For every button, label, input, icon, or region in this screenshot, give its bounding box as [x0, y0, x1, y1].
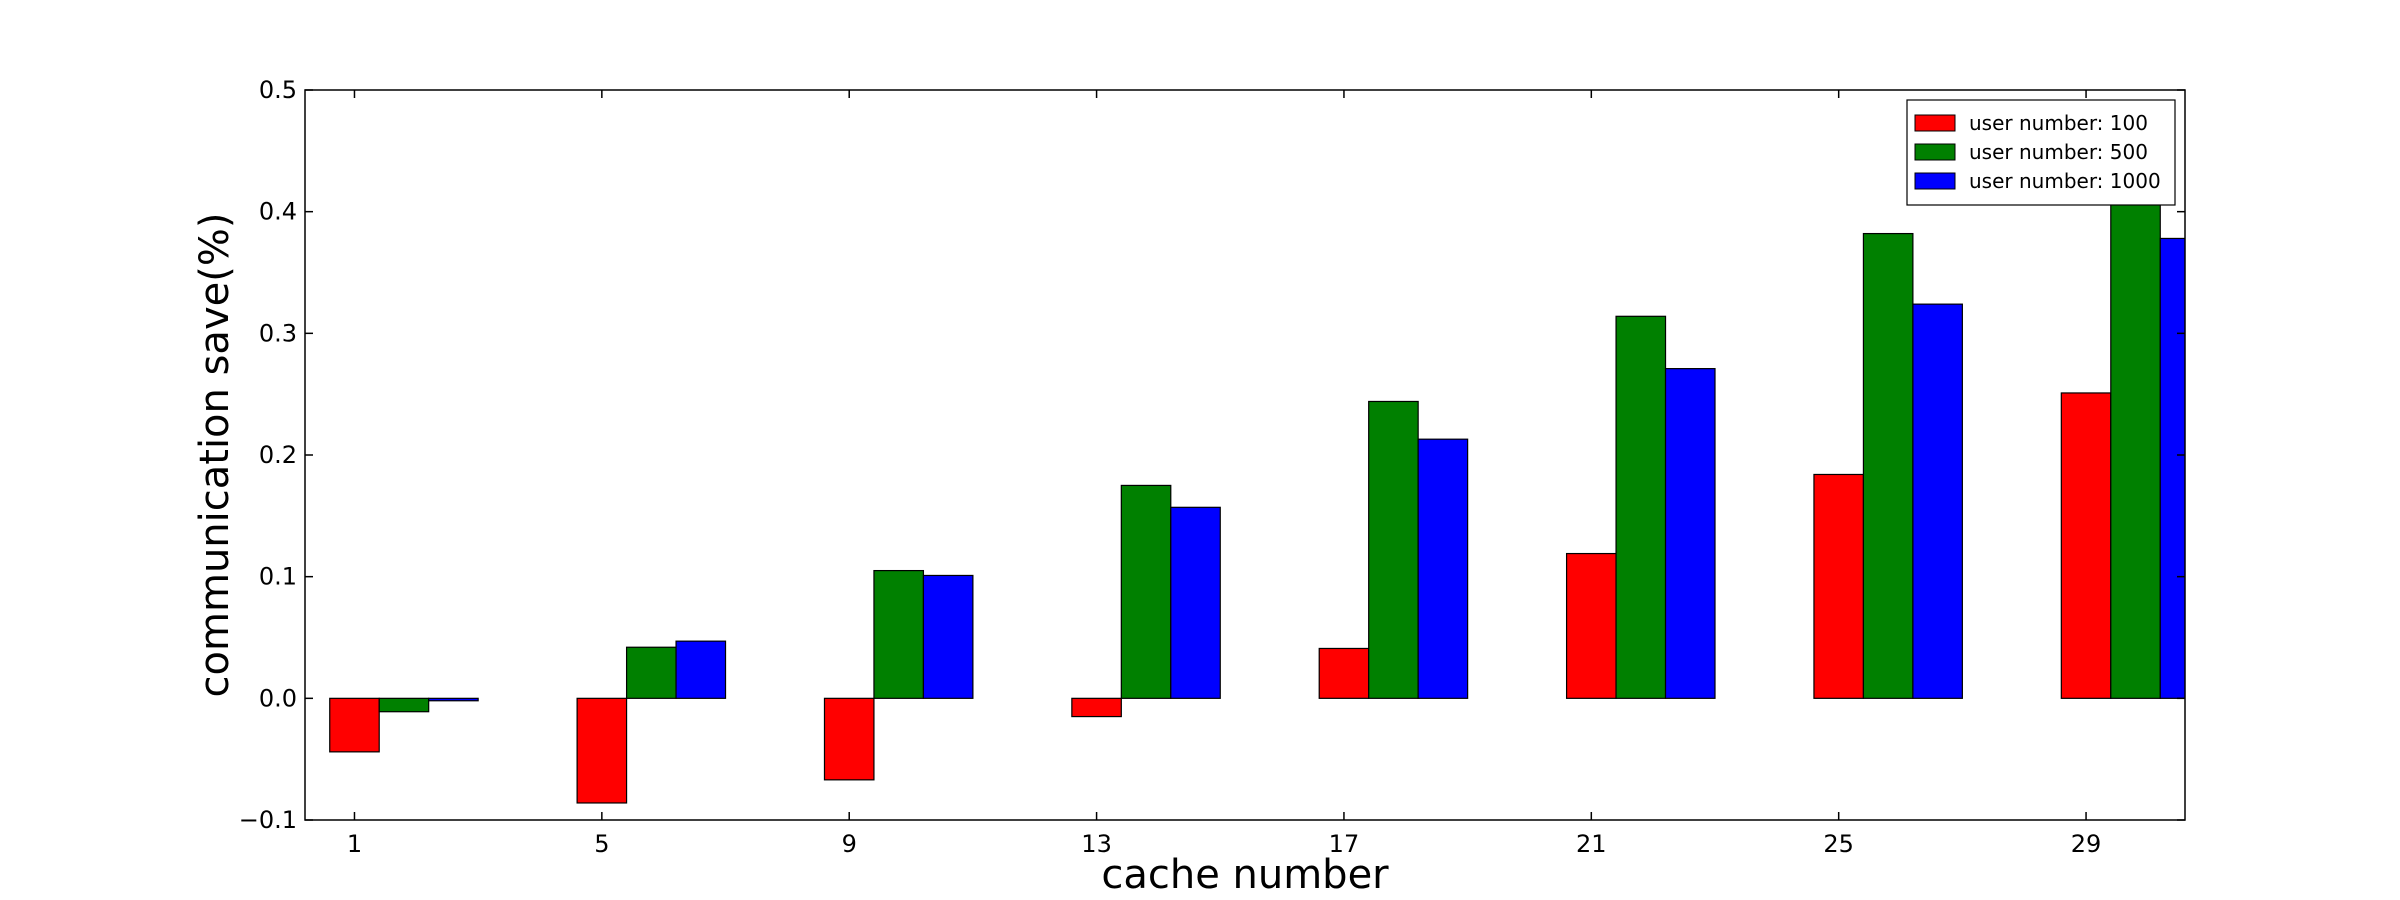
bar-series3-9: [922, 574, 974, 699]
x-tick-label: 5: [594, 830, 609, 858]
bars-group: [329, 150, 2185, 804]
y-tick-label: −0.1: [239, 806, 297, 834]
x-tick-label: 29: [2071, 830, 2102, 858]
bar-series2-25: [1862, 232, 1914, 699]
bar-series3-25: [1912, 303, 1963, 699]
y-axis-label: communication save(%): [192, 213, 238, 698]
y-tick-label: 0.0: [259, 684, 297, 712]
legend-label: user number: 500: [1969, 140, 2148, 164]
y-tick-label: 0.4: [259, 198, 297, 226]
y-tick-label: 0.1: [259, 563, 297, 591]
legend-label: user number: 100: [1969, 111, 2148, 135]
x-tick-label: 17: [1329, 830, 1360, 858]
legend-label: user number: 1000: [1969, 169, 2161, 193]
bar-series1-17: [1318, 647, 1370, 699]
bar-series2-17: [1368, 400, 1419, 699]
y-tick-label: 0.2: [259, 441, 297, 469]
x-tick-label: 13: [1081, 830, 1112, 858]
bar-series1-13: [1071, 697, 1122, 718]
legend: user number: 100 user number: 500 user num…: [1906, 99, 2176, 206]
bar-series3-17: [1417, 438, 1469, 699]
x-tick-label: 9: [842, 830, 857, 858]
y-axis-ticks: −0.1 0.0 0.1 0.2 0.3 0.4 0.5: [239, 76, 2185, 834]
bar-series3-21: [1664, 368, 1716, 699]
x-tick-label: 1: [347, 830, 362, 858]
bar-series1-21: [1565, 552, 1617, 699]
legend-swatch: [1914, 172, 1956, 190]
bar-series3-29: [2159, 237, 2185, 699]
bar-series3-5: [675, 640, 727, 699]
bar-series2-13: [1120, 484, 1172, 699]
bar-series1-9: [823, 697, 875, 781]
bar-series1-25: [1813, 473, 1865, 699]
bar-series2-29: [2110, 150, 2161, 699]
y-tick-label: 0.5: [259, 76, 297, 104]
x-axis-label: cache number: [1101, 852, 1389, 898]
bar-series1-1: [329, 697, 380, 753]
bar-series1-29: [2060, 392, 2112, 699]
legend-swatch: [1914, 114, 1956, 132]
bar-series2-5: [625, 646, 677, 699]
bar-series1-5: [576, 697, 628, 804]
bar-series2-1: [378, 697, 430, 713]
x-axis-ticks: 1 5 9 13 17 21 25 29: [347, 90, 2101, 858]
bar-series2-9: [873, 569, 925, 699]
y-tick-label: 0.3: [259, 319, 297, 347]
x-tick-label: 25: [1823, 830, 1854, 858]
bar-series3-1: [428, 697, 479, 702]
legend-swatch: [1914, 143, 1956, 161]
x-tick-label: 21: [1576, 830, 1607, 858]
bar-series2-21: [1615, 315, 1667, 699]
bar-series3-13: [1170, 506, 1221, 699]
